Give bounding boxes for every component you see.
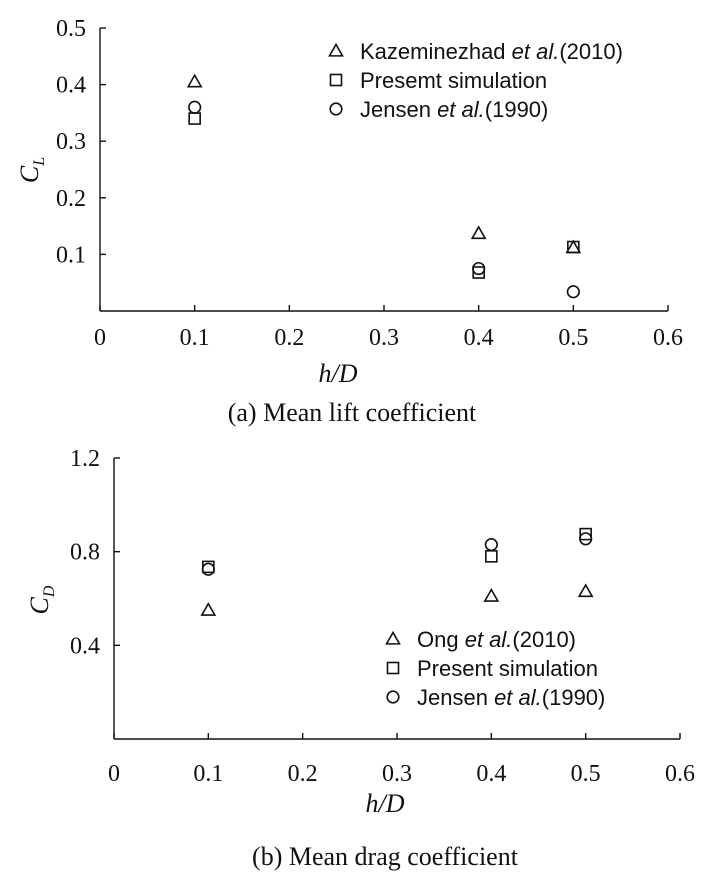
y-tick-label: 0.8	[70, 540, 100, 566]
data-point-square	[188, 112, 201, 125]
y-axis-label: CD	[25, 585, 58, 614]
x-tick-label: 0.5	[558, 325, 588, 351]
y-tick-label: 0.1	[56, 242, 86, 268]
x-tick-label: 0.3	[369, 325, 399, 351]
x-axis-label: h/D	[366, 789, 405, 818]
data-point-square	[485, 550, 498, 563]
chart-lift: 0 0.1 0.2 0.3 0.4 0.5 0.6 0.1 0.2 0.3 0.4 0.5 CL h/D K…	[15, 16, 683, 427]
data-point-circle	[188, 100, 202, 114]
data-point-triangle	[186, 73, 203, 88]
series-square	[202, 527, 592, 574]
x-tick-label: 0.1	[180, 325, 210, 351]
data-point-triangle	[577, 583, 594, 598]
x-tick-label: 0.2	[274, 325, 304, 351]
legend-marker-square	[386, 661, 400, 675]
series-circle	[188, 100, 580, 299]
data-point-triangle	[565, 239, 582, 254]
legend-label: Present simulation	[417, 656, 598, 681]
y-tick-label: 0.4	[56, 73, 86, 99]
legend-label: Jensen et al.(1990)	[417, 685, 605, 710]
data-point-square	[472, 266, 485, 279]
series-square	[188, 112, 580, 279]
data-point-square	[567, 240, 580, 254]
y-tick-label: 0.3	[56, 129, 86, 155]
x-tick-label: 0.3	[382, 761, 412, 787]
legend-marker-triangle	[328, 42, 344, 57]
x-tick-label: 0.4	[476, 761, 506, 787]
x-tick-label: 0.4	[464, 325, 494, 351]
legend-marker-circle	[329, 102, 343, 116]
legend-label: Jensen et al.(1990)	[360, 97, 548, 122]
data-point-circle	[484, 538, 498, 552]
x-tick-label: 0.1	[193, 761, 223, 787]
y-axis-label: CL	[15, 157, 48, 183]
x-tick-label: 0.5	[571, 761, 601, 787]
legend-label: Presemt simulation	[360, 68, 547, 93]
chart-caption: (b) Mean drag coefficient	[252, 842, 519, 871]
legend: Kazeminezhad et al.(2010) Presemt simulat…	[328, 39, 623, 122]
series-triangle	[200, 583, 594, 616]
data-point-circle	[566, 285, 580, 299]
chart-drag: 0 0.1 0.2 0.3 0.4 0.5 0.6 0.4 0.8 1.2 CD h/D Ong et …	[25, 446, 695, 871]
data-point-circle	[472, 261, 486, 276]
data-point-circle	[201, 562, 215, 576]
data-point-triangle	[483, 588, 500, 602]
x-tick-label: 0	[94, 325, 106, 351]
legend-marker-circle	[386, 690, 400, 704]
y-tick-label: 0.2	[56, 186, 86, 212]
legend-marker-square	[329, 73, 343, 87]
data-point-triangle	[470, 225, 487, 240]
legend-label: Kazeminezhad et al.(2010)	[360, 39, 623, 64]
data-point-circle	[579, 532, 593, 546]
legend-label: Ong et al.(2010)	[417, 627, 576, 652]
legend: Ong et al.(2010) Present simulation Jensen…	[385, 627, 605, 710]
y-tick-label: 0.5	[56, 16, 86, 42]
legend-marker-triangle	[385, 630, 401, 645]
x-tick-label: 0.6	[653, 325, 683, 351]
x-tick-label: 0	[108, 761, 120, 787]
x-axis-label: h/D	[319, 359, 358, 388]
x-tick-label: 0.2	[288, 761, 318, 787]
data-point-square	[579, 527, 592, 541]
y-tick-label: 0.4	[70, 633, 100, 659]
series-circle	[201, 532, 593, 576]
x-tick-label: 0.6	[665, 761, 695, 787]
chart-caption: (a) Mean lift coefficient	[228, 398, 477, 427]
y-tick-label: 1.2	[70, 446, 100, 472]
data-point-triangle	[200, 602, 217, 616]
